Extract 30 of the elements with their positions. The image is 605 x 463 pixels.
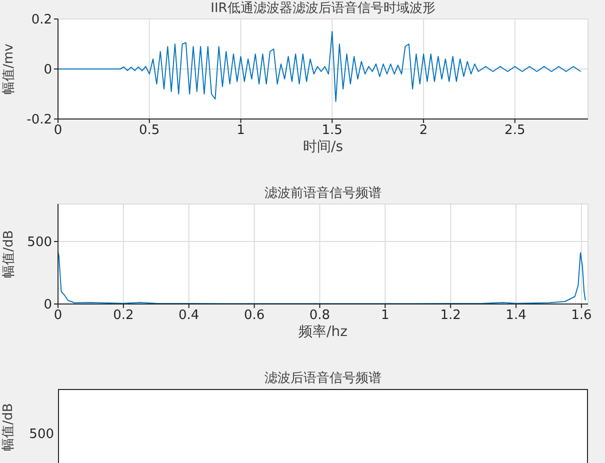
x-tick-label: 0.4	[178, 308, 200, 324]
y-axis-title: 幅值/dB	[2, 230, 17, 278]
x-tick-label: 1.4	[506, 308, 526, 324]
chart-title: IIR低通滤波器滤波后语音信号时域波形	[210, 0, 436, 18]
x-axis-title: 时间/s	[302, 138, 344, 155]
y-tick-label: 0	[44, 62, 52, 78]
x-axis-title: 频率/hz	[298, 324, 348, 340]
x-tick-label: 1	[236, 123, 245, 138]
y-tick-label: 0.2	[31, 12, 52, 28]
chart-title: 滤波前语音信号频谱	[264, 185, 382, 203]
y-tick-label: 500	[27, 235, 52, 250]
y-tick-label: 0	[44, 298, 52, 313]
x-tick-label: 0.6	[244, 308, 265, 324]
x-tick-label: 0	[54, 308, 62, 324]
y-axis-title: 幅值/mv	[2, 43, 17, 94]
x-tick-label: 0	[54, 123, 62, 138]
x-tick-label: 2	[419, 123, 428, 138]
x-tick-label: 0.5	[139, 123, 160, 138]
x-tick-label: 2.5	[504, 123, 526, 138]
x-tick-label: 1.2	[440, 308, 461, 324]
x-tick-label: 0.8	[309, 308, 330, 324]
x-tick-label: 1.5	[322, 123, 342, 138]
x-tick-label: 1.6	[571, 308, 592, 324]
x-tick-label: 0.2	[113, 308, 134, 324]
x-tick-label: 1	[381, 308, 390, 324]
text: 幅值/dB	[1, 402, 17, 453]
line-series	[58, 251, 586, 304]
text: 滤波后语音信号频谱	[264, 370, 382, 388]
line-series	[58, 31, 582, 102]
y-tick-label: -0.2	[26, 112, 52, 128]
